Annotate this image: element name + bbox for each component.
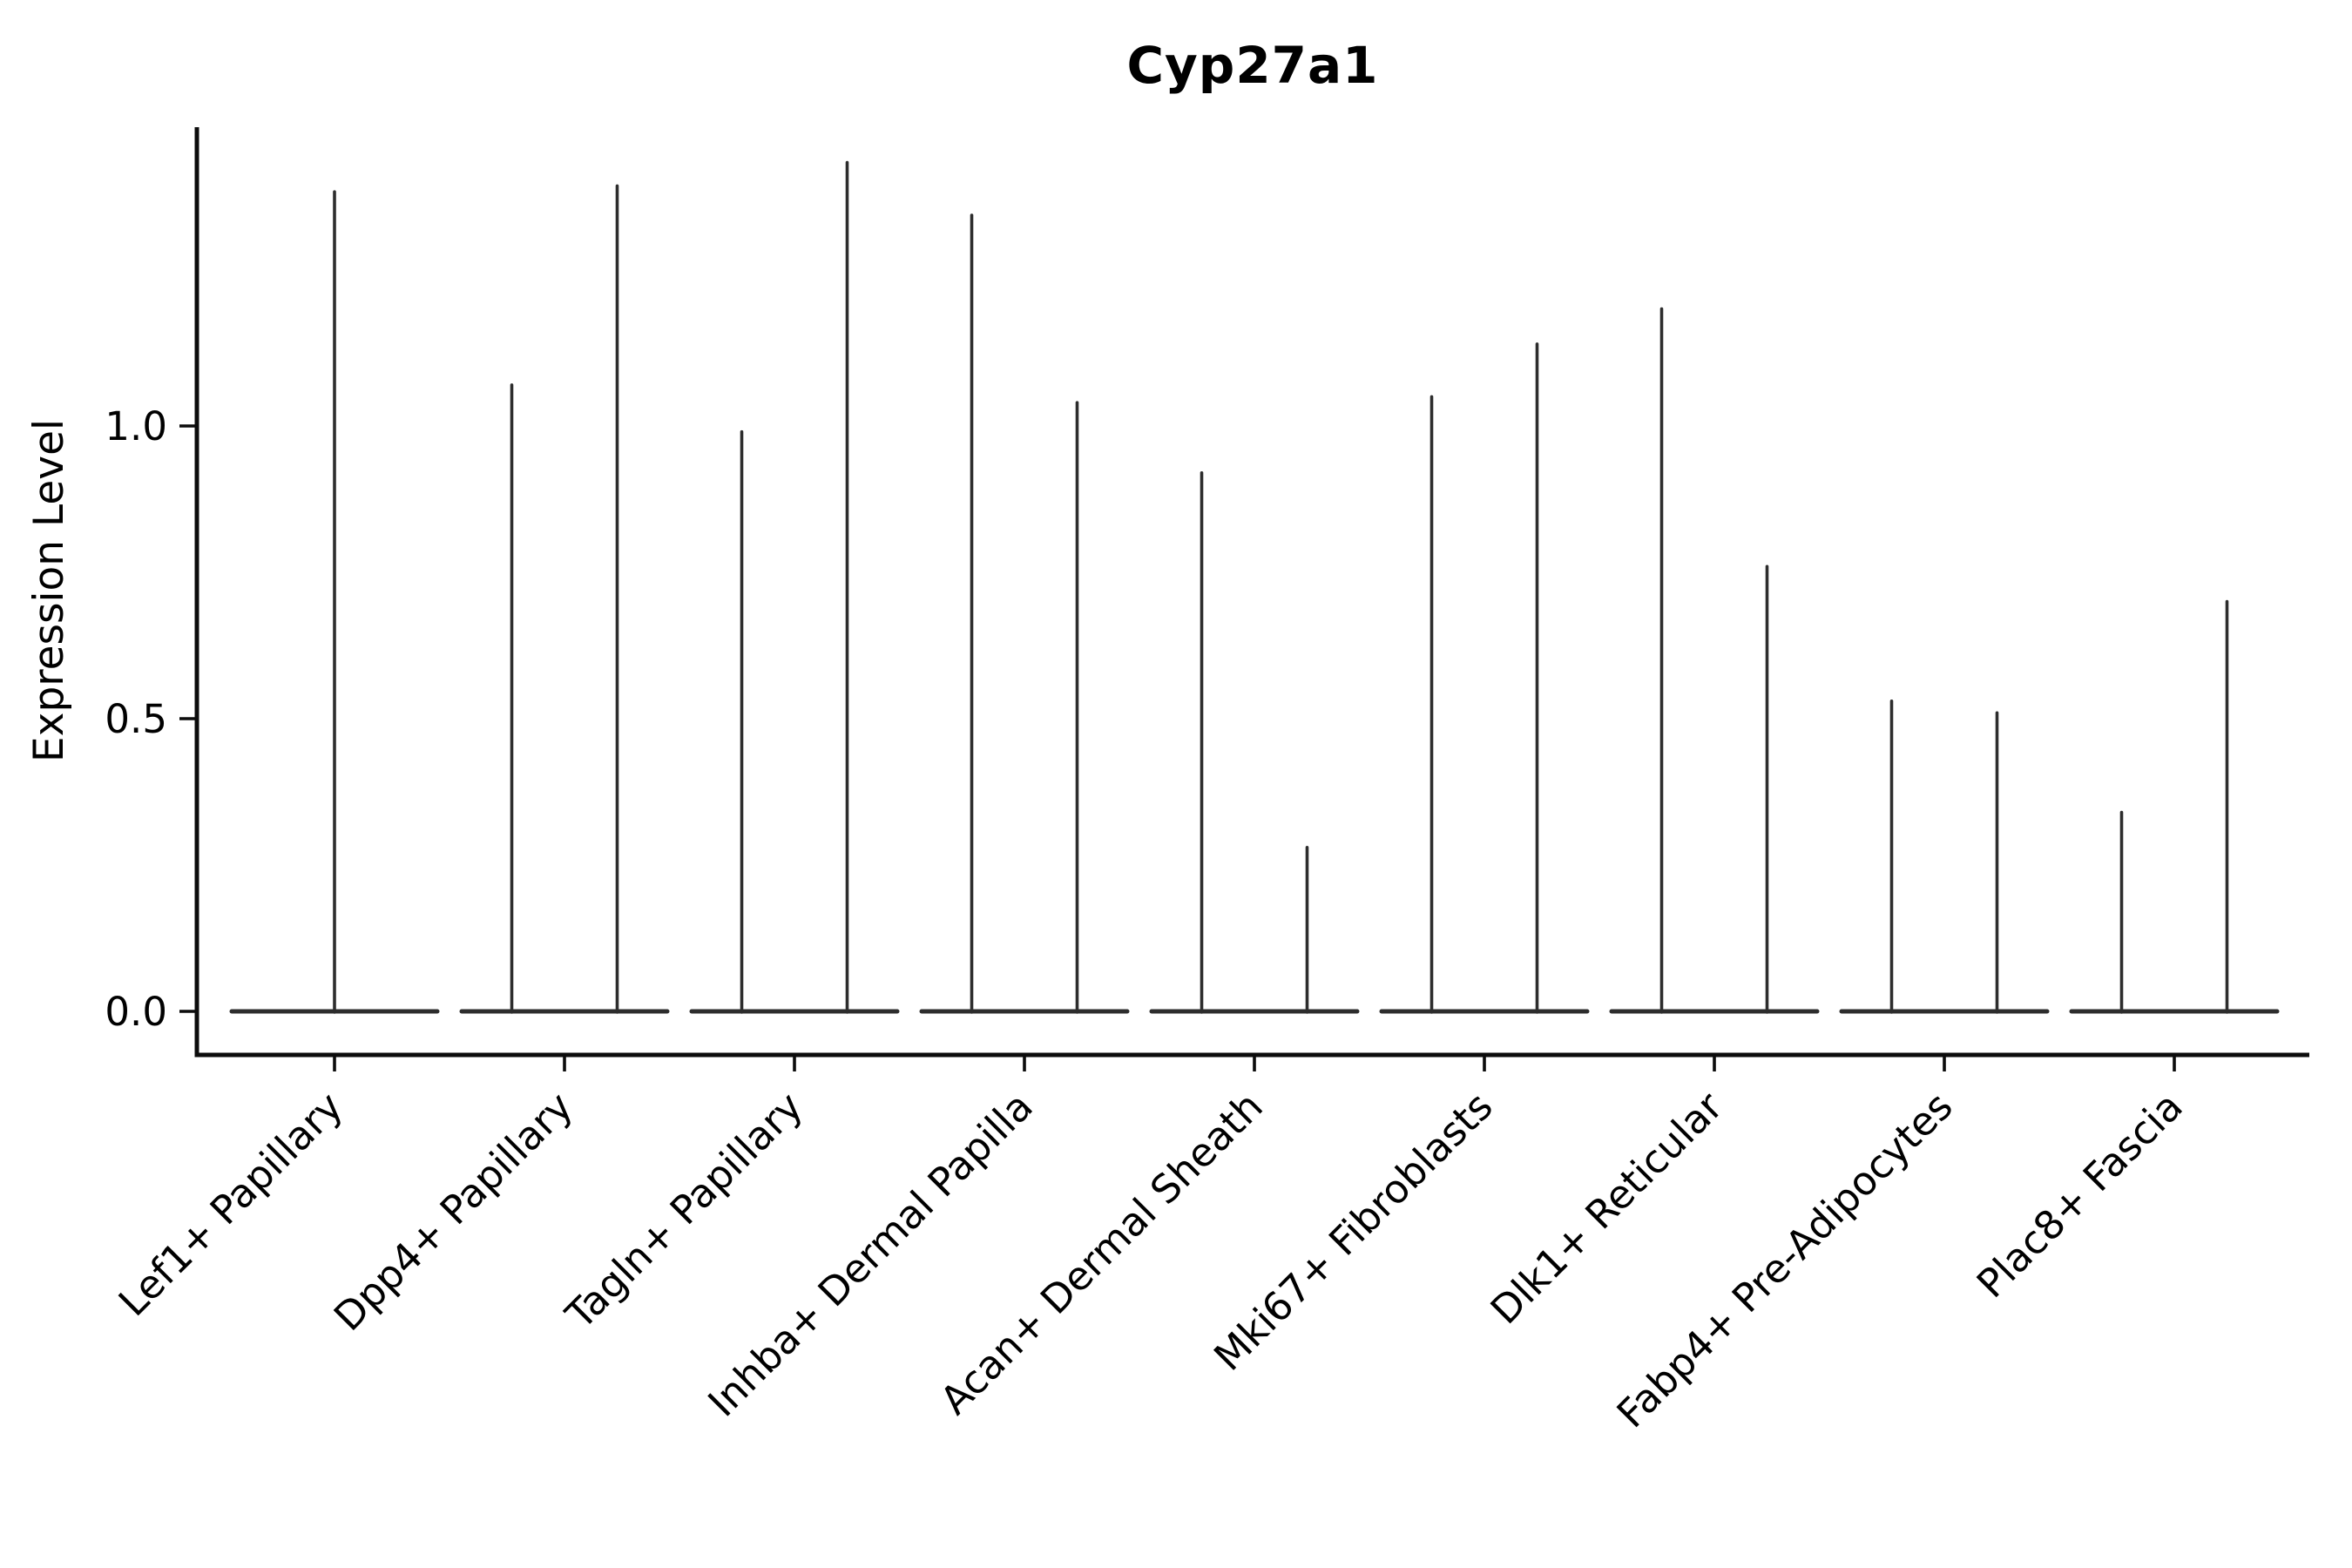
y-axis-label: Expression Level: [25, 419, 73, 762]
y-tick-label: 0.5: [105, 696, 167, 742]
y-tick-label: 1.0: [105, 403, 167, 449]
x-tick-label: Plac8+ Fascia: [1968, 1083, 2192, 1307]
x-tick-label: Dpp4+ Papillary: [325, 1083, 582, 1340]
plot-title: Cyp27a1: [1126, 36, 1378, 95]
x-tick-label: Tagln+ Papillary: [557, 1083, 812, 1338]
y-tick-label: 0.0: [105, 989, 167, 1035]
x-tick-label: Dlk1+ Reticular: [1482, 1083, 1732, 1333]
x-tick-label: Lef1+ Papillary: [110, 1083, 352, 1325]
